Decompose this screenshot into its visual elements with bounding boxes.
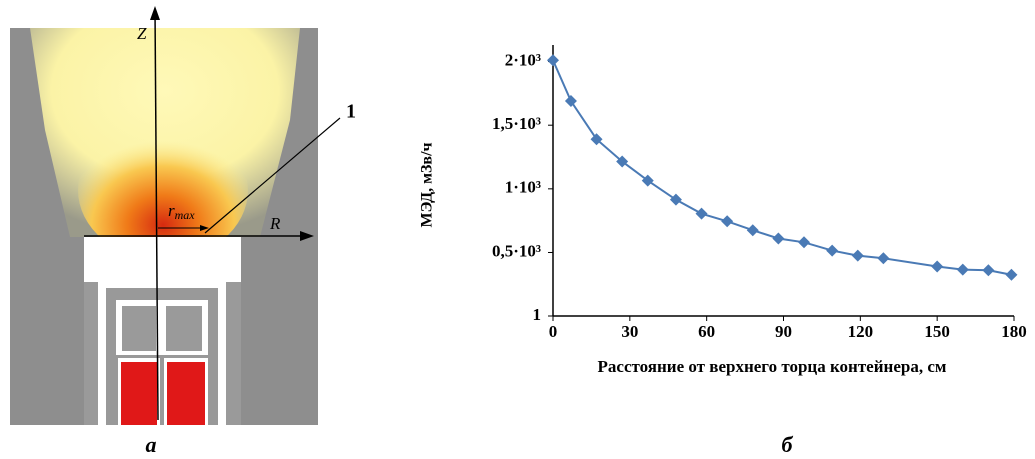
cell bbox=[166, 306, 202, 351]
arrow bbox=[300, 231, 314, 241]
lid bbox=[84, 237, 241, 282]
y-tick-label: 2·10³ bbox=[505, 50, 541, 69]
marker bbox=[956, 263, 969, 276]
fuel-rod bbox=[121, 362, 157, 425]
x-tick-label: 150 bbox=[924, 322, 950, 341]
y-axis-title: МЭД, мЗв/ч bbox=[419, 142, 436, 227]
marker bbox=[982, 264, 995, 277]
marker bbox=[590, 133, 603, 146]
caption: б bbox=[782, 432, 794, 457]
marker bbox=[931, 260, 944, 273]
x-axis-title: Расстояние от верхнего торца контейнера,… bbox=[598, 357, 947, 376]
marker bbox=[772, 232, 785, 245]
y-tick-label: 1·10³ bbox=[505, 178, 541, 197]
marker bbox=[826, 244, 839, 257]
arrow bbox=[150, 6, 160, 20]
x-tick-label: 60 bbox=[698, 322, 715, 341]
chart: б МЭД, мЗв/ч Расстояние от верхнего торц… bbox=[419, 45, 1027, 457]
marker bbox=[877, 252, 890, 265]
rmax-main: r bbox=[168, 201, 175, 220]
marker bbox=[851, 249, 864, 262]
r-label: R bbox=[269, 214, 281, 233]
x-tick-label: 30 bbox=[621, 322, 638, 341]
y-tick-label: 0,5·10³ bbox=[492, 241, 541, 260]
flame bbox=[78, 120, 248, 260]
x-tick-label: 0 bbox=[549, 322, 558, 341]
marker bbox=[695, 207, 708, 220]
rmax-sub: max bbox=[175, 208, 196, 222]
marker bbox=[669, 193, 682, 206]
x-tick-label: 90 bbox=[775, 322, 792, 341]
marker bbox=[746, 224, 759, 237]
leader bbox=[204, 117, 341, 234]
caption: а bbox=[146, 432, 157, 457]
y-tick-label: 1,5·10³ bbox=[492, 114, 541, 133]
cell bbox=[122, 306, 156, 351]
marker bbox=[1005, 268, 1018, 281]
y-tick-label: 1 bbox=[533, 305, 542, 324]
line bbox=[552, 59, 1012, 276]
marker bbox=[797, 236, 810, 249]
diagram: Z R rmax 1 а bbox=[10, 6, 356, 457]
marker bbox=[616, 155, 629, 168]
marker bbox=[547, 54, 559, 67]
fuel-rod bbox=[167, 362, 205, 425]
marker bbox=[564, 95, 577, 108]
z-label: Z bbox=[137, 24, 147, 43]
x-tick-label: 120 bbox=[848, 322, 874, 341]
marker-label: 1 bbox=[346, 101, 356, 123]
z-axis bbox=[154, 9, 159, 421]
rmax-label: rmax bbox=[168, 201, 195, 222]
arrow bbox=[200, 225, 209, 231]
x-tick-label: 180 bbox=[1001, 322, 1027, 341]
marker bbox=[641, 174, 654, 187]
marker bbox=[721, 215, 734, 228]
